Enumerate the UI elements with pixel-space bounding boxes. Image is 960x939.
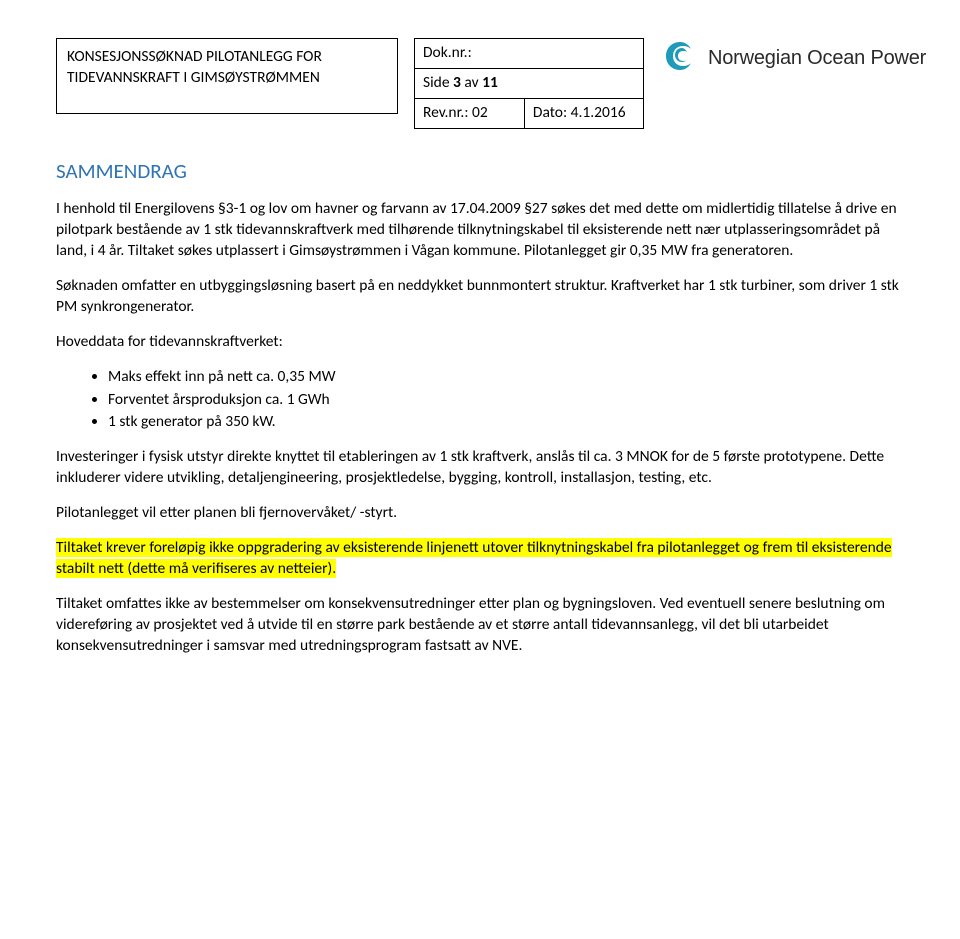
side-current: 3 — [453, 73, 461, 92]
paragraph-3: Hoveddata for tidevannskraftverket: — [56, 332, 904, 353]
document-header: KONSESJONSSØKNAD PILOTANLEGG FOR TIDEVAN… — [56, 38, 904, 129]
logo-container: Norwegian Ocean Power — [660, 38, 926, 78]
paragraph-5: Pilotanlegget vil etter planen bli fjern… — [56, 503, 904, 524]
dato-label: Dato: — [533, 103, 571, 122]
doknr-cell: Dok.nr.: — [415, 39, 644, 69]
list-item: Forventet årsproduksjon ca. 1 GWh — [108, 390, 904, 411]
paragraph-7: Tiltaket omfattes ikke av bestemmelser o… — [56, 594, 904, 657]
bullet-list: Maks effekt inn på nett ca. 0,35 MW Forv… — [56, 367, 904, 434]
paragraph-4: Investeringer i fysisk utstyr direkte kn… — [56, 447, 904, 489]
paragraph-2: Søknaden omfatter en utbyggingsløsning b… — [56, 276, 904, 318]
paragraph-1: I henhold til Energilovens §3-1 og lov o… — [56, 199, 904, 262]
section-title: SAMMENDRAG — [56, 157, 904, 185]
title-line-2: TIDEVANNSKRAFT I GIMSØYSTRØMMEN — [67, 68, 387, 89]
swirl-icon — [660, 38, 700, 78]
doknr-label: Dok.nr.: — [423, 43, 472, 62]
title-box: KONSESJONSSØKNAD PILOTANLEGG FOR TIDEVAN… — [56, 38, 398, 114]
highlighted-text: Tiltaket krever foreløpig ikke oppgrader… — [56, 538, 892, 578]
dato-value: 4.1.2016 — [571, 103, 626, 122]
list-item: Maks effekt inn på nett ca. 0,35 MW — [108, 367, 904, 388]
side-label: Side — [423, 73, 453, 92]
logo-text: Norwegian Ocean Power — [708, 45, 926, 72]
paragraph-6-highlighted: Tiltaket krever foreløpig ikke oppgrader… — [56, 538, 904, 580]
rev-value: 02 — [472, 103, 488, 122]
side-cell: Side 3 av 11 — [415, 68, 644, 98]
side-total: 11 — [482, 73, 498, 92]
rev-cell: Rev.nr.: 02 — [415, 98, 525, 128]
company-logo: Norwegian Ocean Power — [660, 38, 926, 78]
list-item: 1 stk generator på 350 kW. — [108, 412, 904, 433]
dato-cell: Dato: 4.1.2016 — [524, 98, 643, 128]
title-line-1: KONSESJONSSØKNAD PILOTANLEGG FOR — [67, 47, 387, 68]
document-meta-table: Dok.nr.: Side 3 av 11 Rev.nr.: 02 Dato: … — [414, 38, 644, 129]
rev-label: Rev.nr.: — [423, 103, 472, 122]
side-av: av — [461, 73, 482, 92]
